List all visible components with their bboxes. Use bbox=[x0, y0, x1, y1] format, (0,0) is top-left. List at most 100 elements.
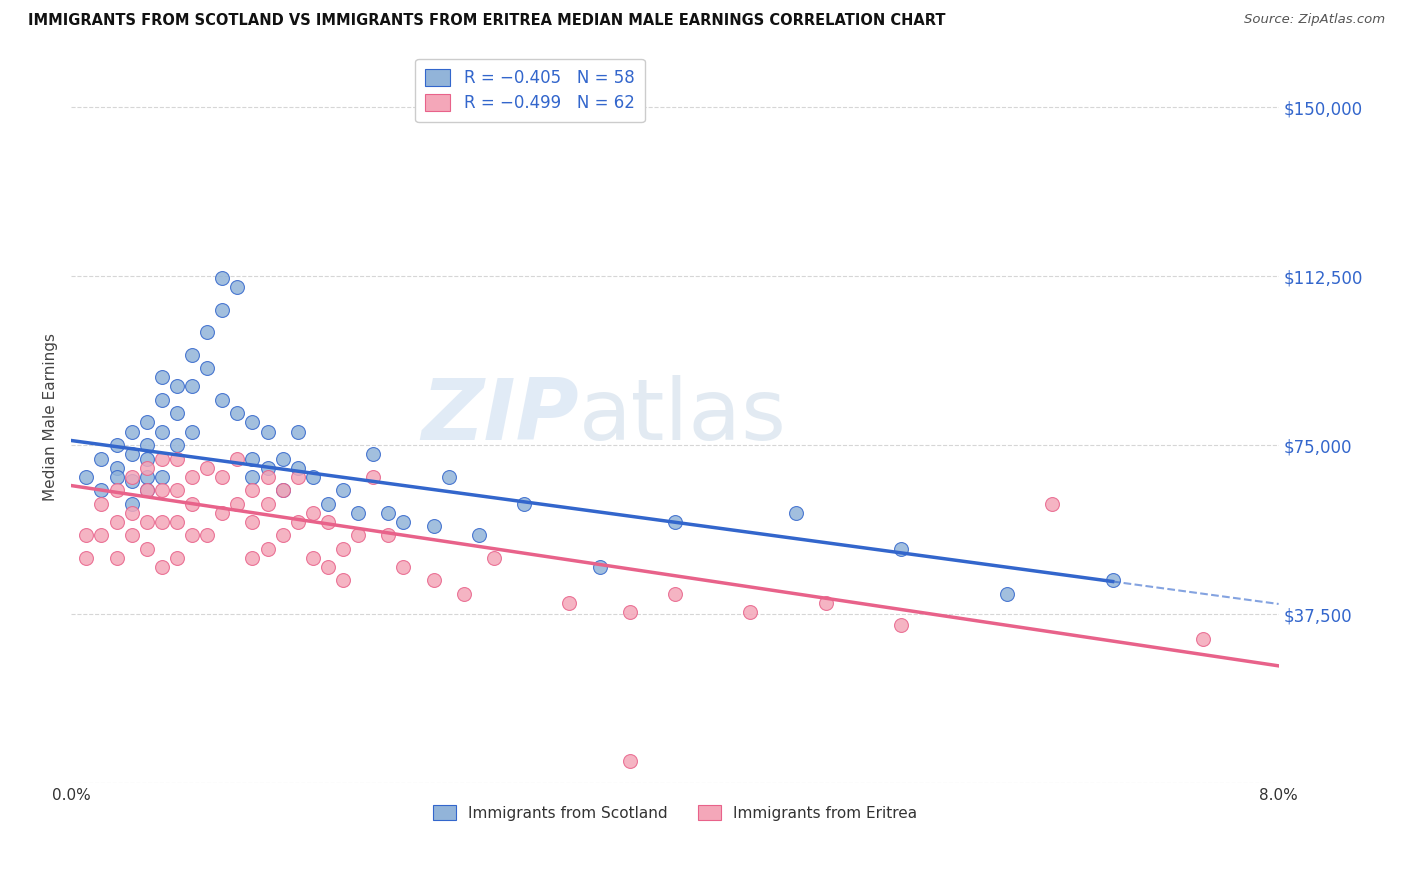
Point bbox=[242, 515, 264, 529]
Point bbox=[135, 483, 157, 497]
Point bbox=[150, 559, 173, 574]
Point bbox=[287, 469, 309, 483]
Point bbox=[619, 605, 641, 619]
Point bbox=[166, 407, 188, 421]
Point bbox=[482, 550, 505, 565]
Point bbox=[287, 425, 309, 439]
Point bbox=[377, 528, 399, 542]
Point bbox=[437, 469, 460, 483]
Point bbox=[181, 528, 204, 542]
Point bbox=[150, 451, 173, 466]
Point bbox=[558, 596, 581, 610]
Point bbox=[588, 559, 610, 574]
Point bbox=[166, 451, 188, 466]
Point bbox=[90, 483, 112, 497]
Point bbox=[211, 469, 233, 483]
Point bbox=[316, 497, 339, 511]
Point bbox=[287, 460, 309, 475]
Point bbox=[150, 392, 173, 407]
Text: IMMIGRANTS FROM SCOTLAND VS IMMIGRANTS FROM ERITREA MEDIAN MALE EARNINGS CORRELA: IMMIGRANTS FROM SCOTLAND VS IMMIGRANTS F… bbox=[28, 13, 946, 29]
Point bbox=[301, 550, 323, 565]
Point bbox=[105, 550, 128, 565]
Point bbox=[121, 447, 143, 461]
Point bbox=[121, 474, 143, 488]
Point bbox=[347, 506, 370, 520]
Point bbox=[226, 407, 249, 421]
Point bbox=[301, 469, 323, 483]
Point bbox=[150, 483, 173, 497]
Point bbox=[271, 451, 294, 466]
Point bbox=[90, 528, 112, 542]
Point bbox=[256, 469, 278, 483]
Point bbox=[181, 348, 204, 362]
Point bbox=[226, 280, 249, 294]
Point bbox=[271, 483, 294, 497]
Point bbox=[256, 541, 278, 556]
Point bbox=[453, 587, 475, 601]
Point bbox=[90, 497, 112, 511]
Point bbox=[211, 506, 233, 520]
Point bbox=[195, 528, 218, 542]
Point bbox=[422, 519, 444, 533]
Point bbox=[75, 550, 97, 565]
Point bbox=[150, 425, 173, 439]
Text: Source: ZipAtlas.com: Source: ZipAtlas.com bbox=[1244, 13, 1385, 27]
Point bbox=[75, 469, 97, 483]
Point bbox=[242, 550, 264, 565]
Point bbox=[242, 469, 264, 483]
Point bbox=[271, 483, 294, 497]
Point bbox=[121, 506, 143, 520]
Point bbox=[332, 541, 354, 556]
Point bbox=[664, 515, 686, 529]
Point bbox=[664, 587, 686, 601]
Point bbox=[468, 528, 491, 542]
Point bbox=[361, 469, 384, 483]
Point bbox=[135, 483, 157, 497]
Text: atlas: atlas bbox=[578, 376, 786, 458]
Point bbox=[121, 425, 143, 439]
Point bbox=[105, 438, 128, 452]
Point bbox=[242, 451, 264, 466]
Point bbox=[75, 528, 97, 542]
Point bbox=[166, 515, 188, 529]
Point bbox=[121, 469, 143, 483]
Text: ZIP: ZIP bbox=[420, 376, 578, 458]
Point bbox=[150, 515, 173, 529]
Point bbox=[166, 438, 188, 452]
Legend: Immigrants from Scotland, Immigrants from Eritrea: Immigrants from Scotland, Immigrants fro… bbox=[426, 798, 924, 827]
Point bbox=[242, 416, 264, 430]
Point bbox=[211, 392, 233, 407]
Y-axis label: Median Male Earnings: Median Male Earnings bbox=[44, 333, 58, 501]
Point bbox=[135, 451, 157, 466]
Point bbox=[332, 573, 354, 587]
Point bbox=[619, 754, 641, 768]
Point bbox=[1192, 632, 1215, 646]
Point bbox=[105, 483, 128, 497]
Point bbox=[392, 515, 415, 529]
Point bbox=[316, 515, 339, 529]
Point bbox=[166, 483, 188, 497]
Point bbox=[256, 425, 278, 439]
Point bbox=[332, 483, 354, 497]
Point bbox=[166, 550, 188, 565]
Point bbox=[135, 416, 157, 430]
Point bbox=[1101, 573, 1123, 587]
Point bbox=[316, 559, 339, 574]
Point bbox=[150, 469, 173, 483]
Point bbox=[181, 379, 204, 393]
Point bbox=[105, 469, 128, 483]
Point bbox=[166, 379, 188, 393]
Point bbox=[135, 515, 157, 529]
Point bbox=[513, 497, 536, 511]
Point bbox=[361, 447, 384, 461]
Point bbox=[211, 271, 233, 285]
Point bbox=[135, 469, 157, 483]
Point bbox=[226, 497, 249, 511]
Point bbox=[256, 497, 278, 511]
Point bbox=[890, 541, 912, 556]
Point bbox=[377, 506, 399, 520]
Point bbox=[271, 528, 294, 542]
Point bbox=[347, 528, 370, 542]
Point bbox=[814, 596, 837, 610]
Point bbox=[90, 451, 112, 466]
